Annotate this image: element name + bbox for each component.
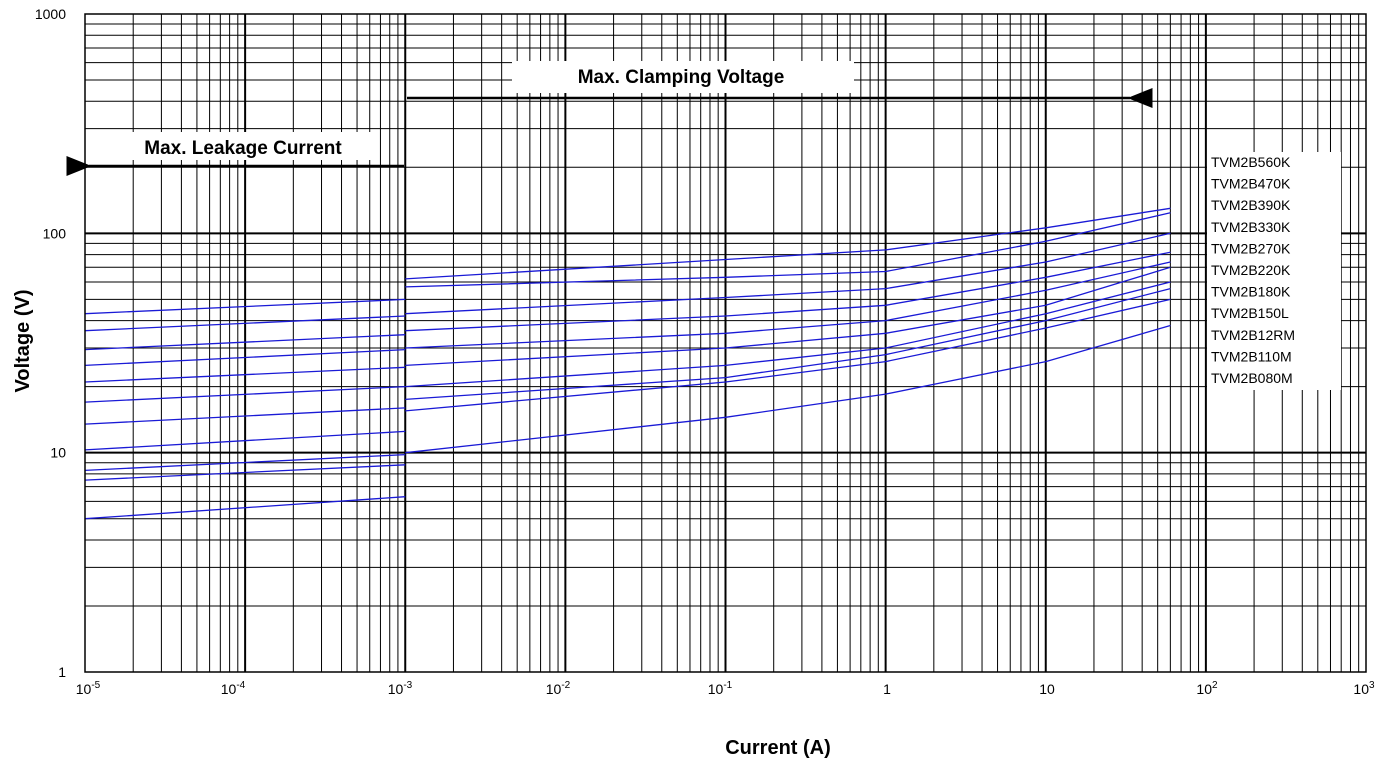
leakage-series-line-11 [84,496,406,520]
legend-entry: TVM2B150L [1211,305,1289,321]
y-tick-label: 1000 [35,6,66,22]
leakage-series-line-3 [84,334,406,351]
leakage-series-line-4 [84,348,406,367]
leakage-series-line-6 [84,385,406,403]
clamping-series-line-3 [405,232,1171,315]
clamping-series-line-1 [405,207,1171,280]
leakage-lines [84,298,406,520]
leakage-series-line-2 [84,315,406,332]
leakage-series-line-9 [84,453,406,472]
leakage-label-box [112,132,372,160]
x-tick-label: 10-4 [221,680,246,697]
clamping-series-line-9 [405,298,1171,412]
x-tick-label: 103 [1353,680,1375,697]
grid [85,14,1366,672]
legend-entry: TVM2B560K [1211,154,1291,170]
leakage-series-line-1 [84,298,406,315]
clamping-series-line-10 [405,324,1171,454]
clamping-series-line-5 [405,261,1171,349]
leakage-annotation: Max. Leakage Current [144,138,342,159]
clamping-series-line-2 [405,212,1171,288]
legend-entry: TVM2B12RM [1211,327,1295,343]
legend-entry: TVM2B110M [1211,348,1292,364]
x-tick-label: 10-1 [708,680,733,697]
x-tick-label: 10-2 [546,680,571,697]
x-tick-label: 10-5 [76,680,101,697]
leakage-series-line-8 [84,430,406,451]
legend-entry: TVM2B270K [1211,240,1291,256]
x-tick-label: 1 [883,681,891,697]
plot-frame [84,13,1367,673]
legend-entry: TVM2B470K [1211,176,1291,192]
x-tick-label: 10 [1039,681,1055,697]
x-tick-labels: 10-5 10-4 10-3 10-2 10-1 1 10 102 103 [76,680,1375,697]
legend-entry: TVM2B220K [1211,262,1291,278]
legend-entry: TVM2B390K [1211,197,1291,213]
legend: TVM2B560K TVM2B470K TVM2B390K TVM2B330K TVM2… [1211,154,1295,386]
x-axis-label: Current (A) [725,737,831,759]
clamping-series-line-7 [405,281,1171,388]
clamping-label-box [512,61,854,93]
clamping-lines [405,207,1171,454]
legend-entry: TVM2B080M [1211,370,1293,386]
y-tick-labels: 1 10 100 1000 [35,6,66,680]
clamping-series-line-6 [405,266,1171,367]
y-tick-label: 100 [43,225,67,241]
clamping-series-line-8 [405,287,1171,401]
legend-entry: TVM2B180K [1211,284,1291,300]
y-axis-label: Voltage (V) [12,290,34,393]
legend-entry: TVM2B330K [1211,219,1291,235]
leakage-series-line-10 [84,464,406,481]
clamping-series-line-4 [405,251,1171,332]
y-tick-label: 10 [50,445,66,461]
x-tick-label: 10-3 [388,680,413,697]
clamping-annotation: Max. Clamping Voltage [578,67,785,88]
leakage-series-line-5 [84,366,406,383]
legend-box [1207,152,1341,390]
y-tick-label: 1 [58,664,66,680]
x-tick-label: 102 [1196,680,1218,697]
leakage-series-line-7 [84,407,406,425]
